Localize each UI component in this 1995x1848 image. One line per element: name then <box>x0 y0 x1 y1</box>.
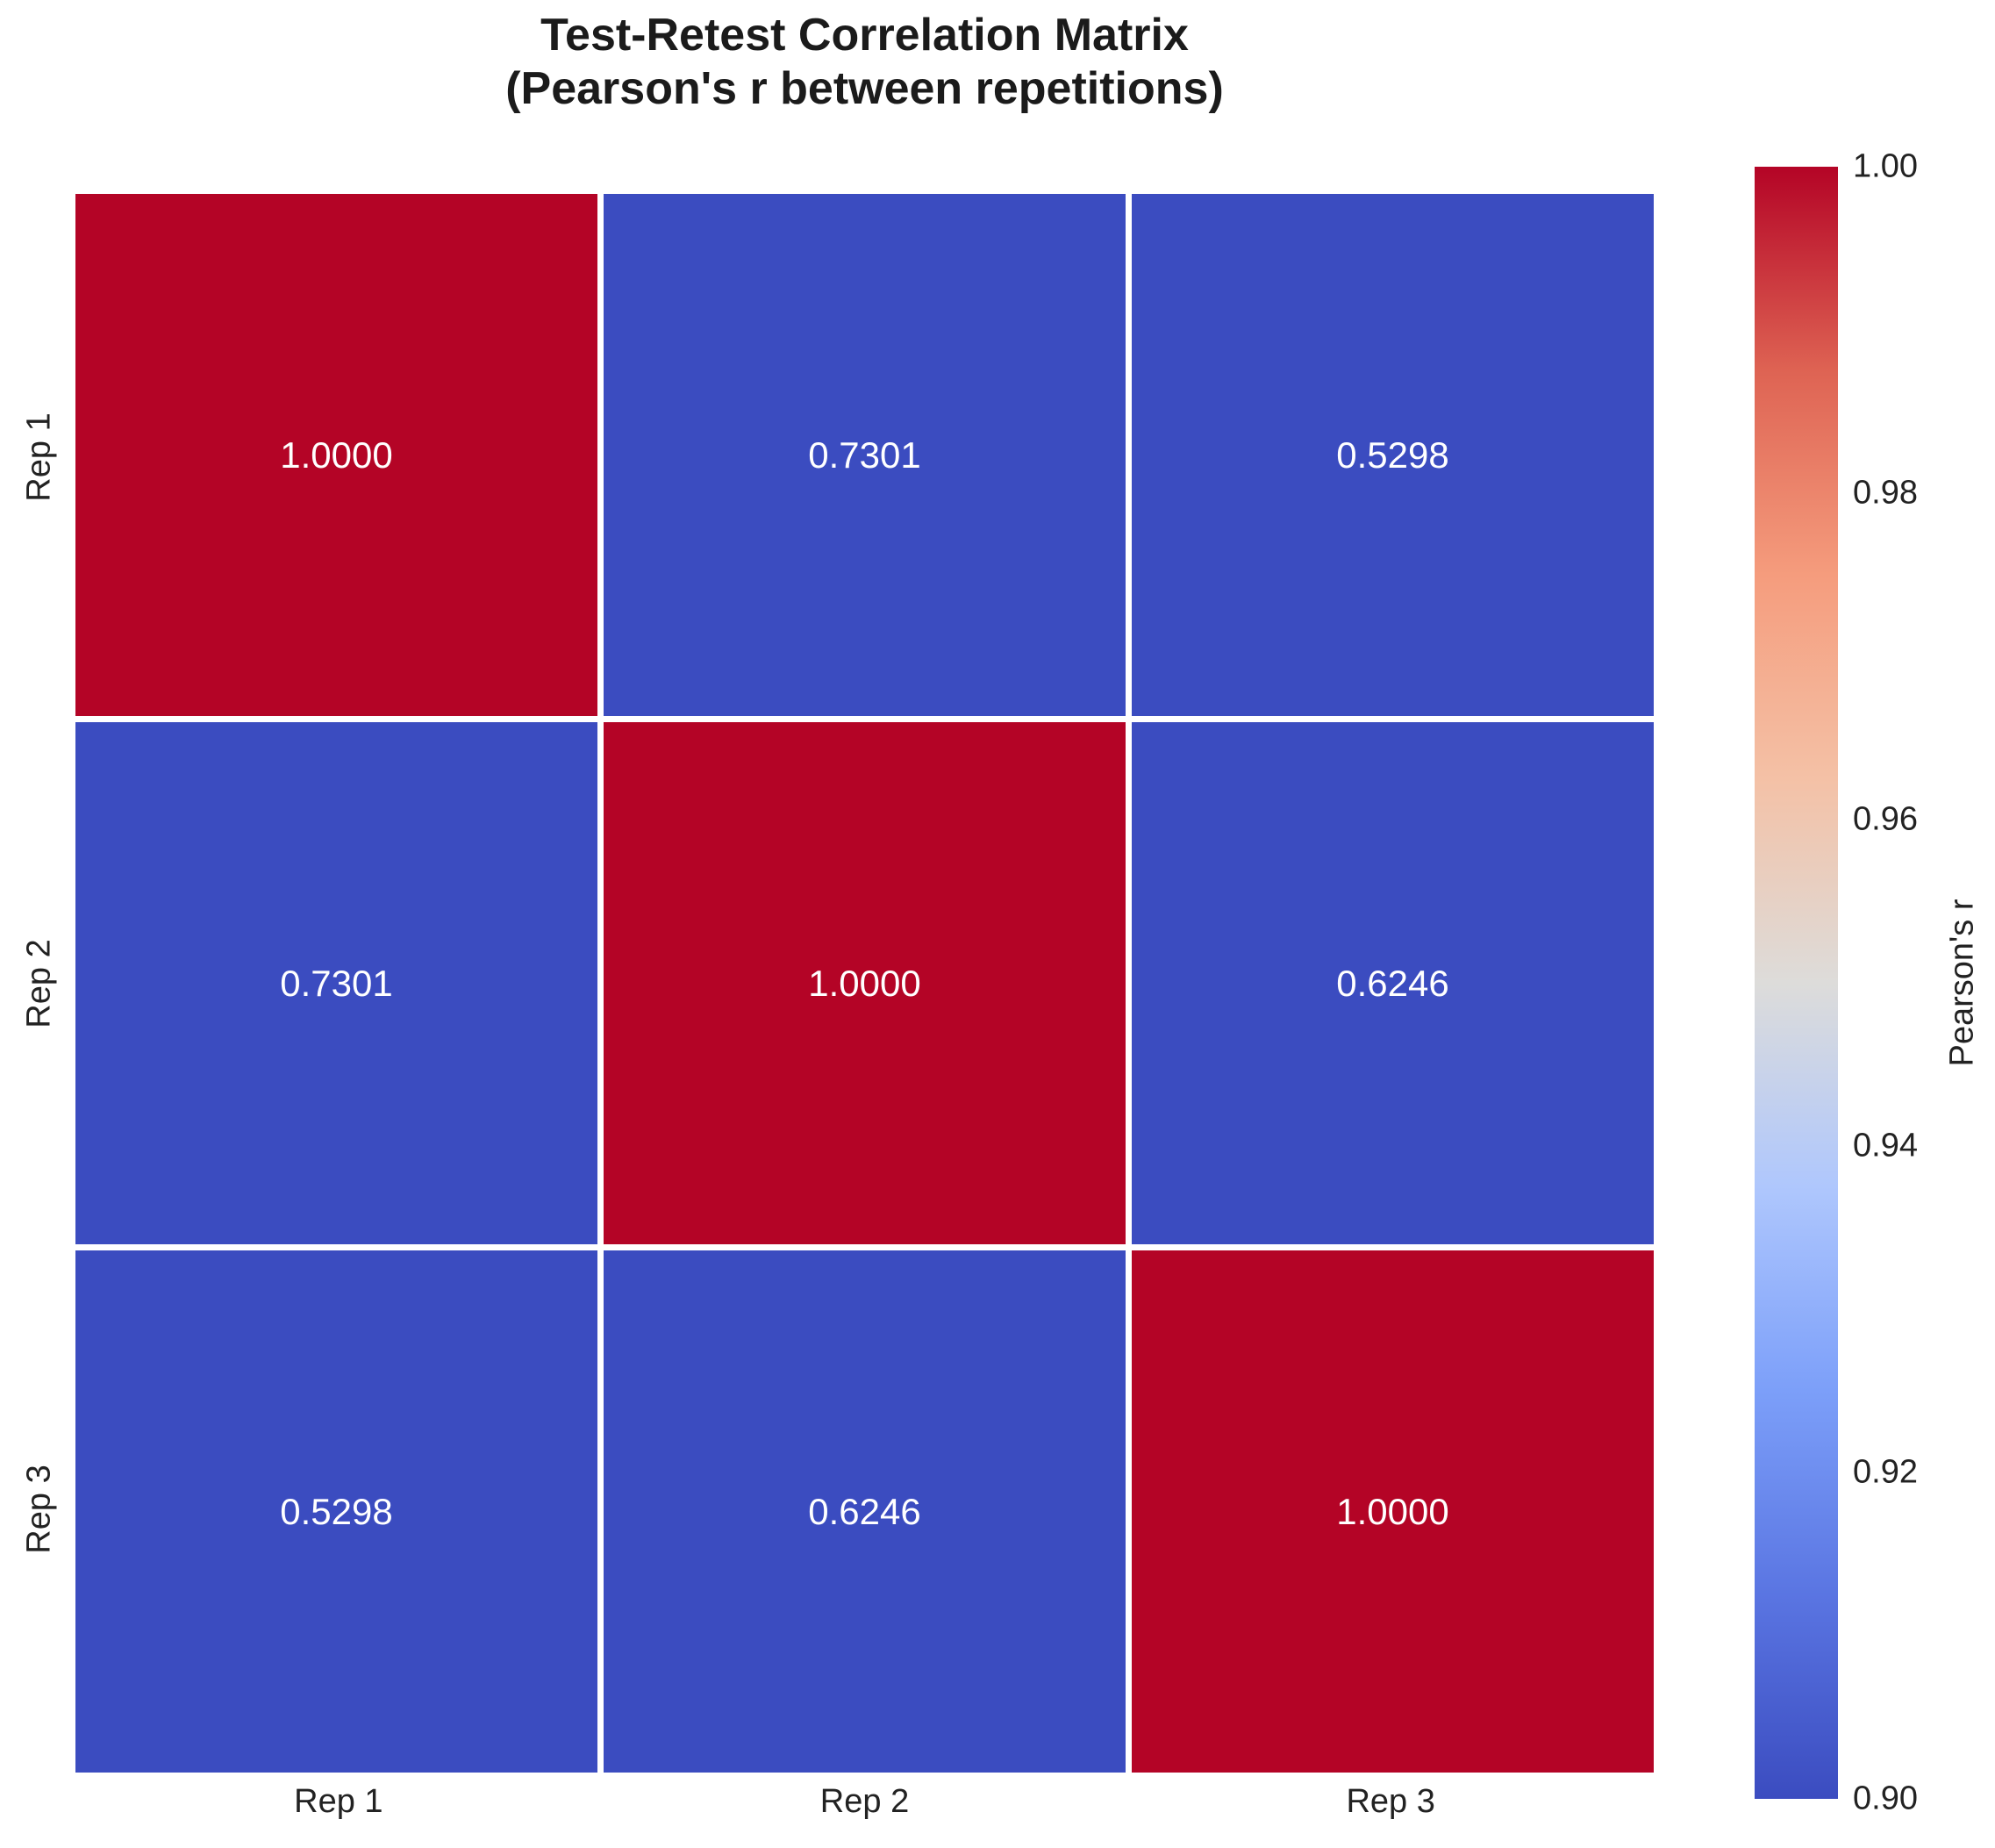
colorbar-tick-label: 0.92 <box>1853 1453 1918 1491</box>
chart-title: Test-Retest Correlation Matrix (Pearson'… <box>75 9 1654 117</box>
cell-value: 0.5298 <box>280 1490 393 1532</box>
heatmap-cell: 0.6246 <box>604 1250 1126 1773</box>
heatmap-grid: 1.0000 0.7301 0.5298 0.7301 1.0000 0.6246 0.52… <box>75 194 1654 1773</box>
cell-value: 1.0000 <box>280 433 393 476</box>
y-tick-label: Rep 1 <box>20 412 58 502</box>
y-tick-label: Rep 3 <box>20 1465 58 1554</box>
cell-value: 0.6246 <box>808 1490 921 1532</box>
heatmap-cell: 0.7301 <box>604 194 1126 716</box>
heatmap-cell: 0.6246 <box>1132 722 1654 1244</box>
x-axis-tick-labels: Rep 1 Rep 2 Rep 3 <box>75 1783 1654 1832</box>
colorbar-tick-label: 0.98 <box>1853 474 1918 512</box>
cell-value: 0.7301 <box>280 962 393 1004</box>
heatmap-cell: 1.0000 <box>1132 1250 1654 1773</box>
colorbar-tick-label: 0.94 <box>1853 1127 1918 1164</box>
heatmap-cell: 1.0000 <box>604 722 1126 1244</box>
colorbar-tick-label: 1.00 <box>1853 147 1918 185</box>
y-tick-label: Rep 2 <box>20 938 58 1028</box>
chart-title-line2: (Pearson's r between repetitions) <box>505 63 1224 115</box>
cell-value: 0.5298 <box>1336 433 1449 476</box>
heatmap-cell: 0.5298 <box>1132 194 1654 716</box>
cell-value: 0.6246 <box>1336 962 1449 1004</box>
colorbar-label: Pearson's r <box>1943 899 1981 1067</box>
x-tick-label: Rep 2 <box>819 1783 910 1820</box>
heatmap-cell: 0.5298 <box>75 1250 597 1773</box>
cell-value: 1.0000 <box>808 962 921 1004</box>
colorbar-tick-label: 0.90 <box>1853 1780 1918 1817</box>
y-axis-tick-labels: Rep 1 Rep 2 Rep 3 <box>0 194 75 1773</box>
chart-title-line1: Test-Retest Correlation Matrix <box>540 10 1189 61</box>
colorbar-tick-label: 0.96 <box>1853 800 1918 838</box>
heatmap-cell: 1.0000 <box>75 194 597 716</box>
heatmap-cell: 0.7301 <box>75 722 597 1244</box>
colorbar-gradient <box>1755 167 1838 1799</box>
colorbar-tick-labels: 1.00 0.98 0.96 0.94 0.92 0.90 <box>1853 148 1976 1817</box>
cell-value: 0.7301 <box>808 433 921 476</box>
x-tick-label: Rep 1 <box>294 1783 383 1820</box>
cell-value: 1.0000 <box>1336 1490 1449 1532</box>
x-tick-label: Rep 3 <box>1346 1783 1435 1820</box>
